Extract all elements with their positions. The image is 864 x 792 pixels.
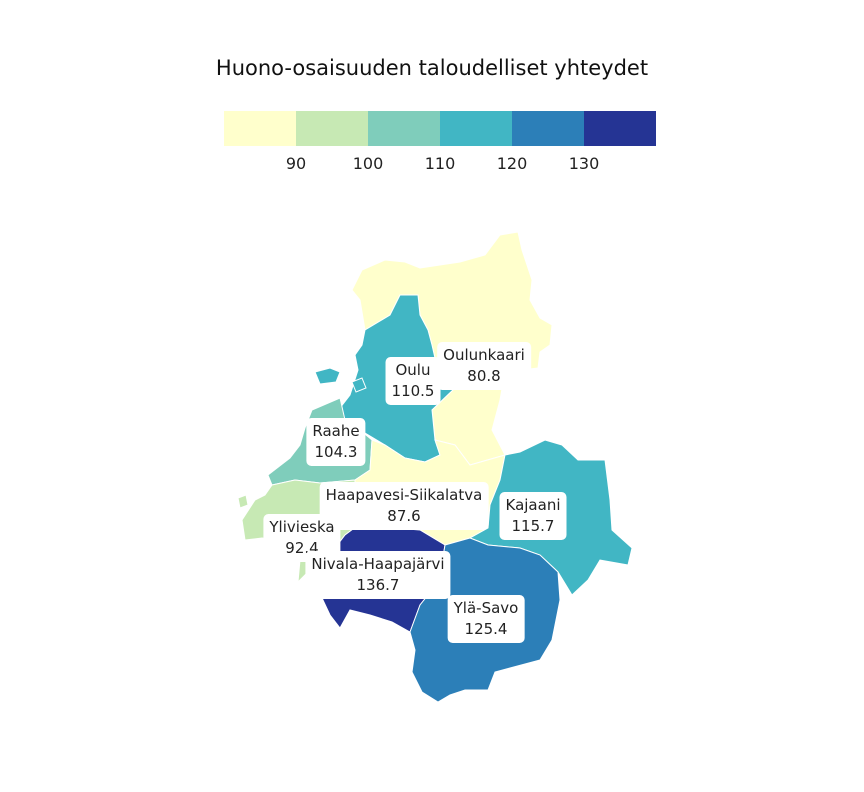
region-label-value: 115.7 <box>511 517 555 535</box>
region-label-value: 104.3 <box>314 443 358 461</box>
region-oulu-island[interactable] <box>351 377 367 393</box>
legend-tick-label: 90 <box>285 154 307 173</box>
region-label-raahe: Raahe 104.3 <box>306 418 366 466</box>
legend-ticks: 90 100 110 120 130 <box>224 154 656 174</box>
region-label-name: Haapavesi-Siikalatva <box>325 486 483 504</box>
region-label-name: Ylä-Savo <box>453 599 519 617</box>
map-title: Huono-osaisuuden taloudelliset yhteydet <box>215 56 649 80</box>
region-label-name: Ylivieska <box>269 518 335 536</box>
legend-tick-label: 130 <box>568 154 600 173</box>
region-label-name: Oulunkaari <box>443 346 525 364</box>
legend-swatch-2 <box>296 111 368 146</box>
region-label-name: Raahe <box>312 422 360 440</box>
region-label-oulunkaari: Oulunkaari 80.8 <box>437 342 531 390</box>
legend-swatch-6 <box>584 111 656 146</box>
color-legend <box>224 111 656 146</box>
region-label-value: 110.5 <box>391 382 435 400</box>
region-ylivieska-island[interactable] <box>237 494 249 509</box>
legend-swatch-3 <box>368 111 440 146</box>
region-label-value: 125.4 <box>464 620 508 638</box>
region-label-name: Kajaani <box>505 496 561 514</box>
region-label-haapavesi-siikalatva: Haapavesi-Siikalatva 87.6 <box>319 482 489 530</box>
legend-swatch-5 <box>512 111 584 146</box>
legend-tick-label: 110 <box>424 154 456 173</box>
region-label-name: Nivala-Haapajärvi <box>311 555 445 573</box>
region-label-value: 136.7 <box>356 576 400 594</box>
region-label-value: 87.6 <box>387 507 421 525</box>
region-label-value: 80.8 <box>467 367 501 385</box>
region-label-oulu: Oulu 110.5 <box>385 357 441 405</box>
legend-swatch-1 <box>224 111 296 146</box>
region-label-nivala-haapajarvi: Nivala-Haapajärvi 136.7 <box>305 551 451 599</box>
region-label-kajaani: Kajaani 115.7 <box>499 492 567 540</box>
legend-tick-label: 100 <box>352 154 384 173</box>
legend-swatch-4 <box>440 111 512 146</box>
region-label-yla-savo: Ylä-Savo 125.4 <box>447 595 525 643</box>
region-label-ylivieska: Ylivieska 92.4 <box>263 514 341 562</box>
legend-tick-label: 120 <box>496 154 528 173</box>
region-label-name: Oulu <box>395 361 431 379</box>
region-oulu-island[interactable] <box>314 367 341 385</box>
